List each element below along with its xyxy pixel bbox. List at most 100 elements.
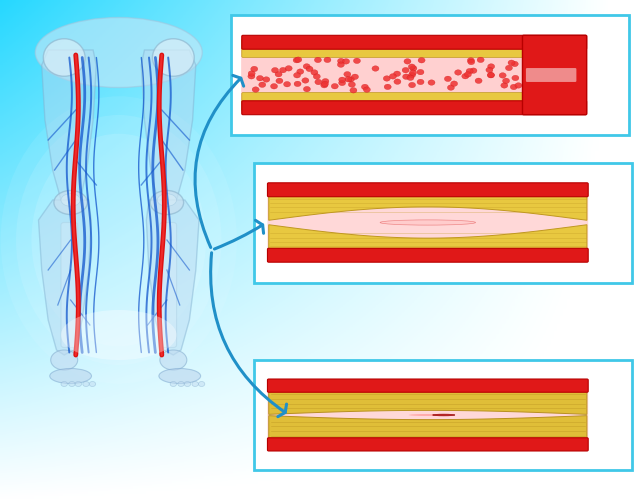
Circle shape [394,79,401,84]
FancyBboxPatch shape [254,360,632,470]
Circle shape [464,72,471,77]
Circle shape [383,76,390,81]
Circle shape [394,71,401,76]
Circle shape [351,74,358,80]
Circle shape [410,66,417,71]
FancyBboxPatch shape [523,36,587,115]
Circle shape [349,82,356,87]
Circle shape [466,68,473,74]
Circle shape [252,87,259,92]
Circle shape [499,72,506,78]
Circle shape [467,58,474,63]
Circle shape [363,87,370,92]
Circle shape [486,67,493,72]
Circle shape [508,60,515,66]
Circle shape [361,84,369,89]
Circle shape [344,72,351,77]
Circle shape [384,84,391,89]
Ellipse shape [1,96,237,384]
FancyBboxPatch shape [160,222,177,348]
Circle shape [311,70,318,75]
Circle shape [297,69,304,74]
FancyBboxPatch shape [242,39,546,58]
Ellipse shape [75,382,82,386]
Circle shape [350,88,357,93]
Circle shape [313,74,320,79]
Circle shape [511,61,518,66]
Polygon shape [141,50,196,200]
Circle shape [408,82,415,88]
Circle shape [462,74,469,79]
Circle shape [315,57,322,62]
FancyBboxPatch shape [242,101,587,114]
Circle shape [270,84,277,89]
Circle shape [428,80,435,86]
Circle shape [322,81,329,86]
Circle shape [417,70,424,75]
Ellipse shape [409,414,447,416]
Circle shape [248,74,255,79]
Circle shape [293,58,300,63]
Ellipse shape [61,310,177,360]
Ellipse shape [178,382,184,386]
Circle shape [276,78,283,84]
Ellipse shape [159,368,200,384]
Circle shape [295,57,302,62]
Circle shape [338,77,345,82]
FancyBboxPatch shape [268,438,588,451]
FancyBboxPatch shape [241,36,587,114]
Ellipse shape [69,382,75,386]
Ellipse shape [157,194,177,206]
Circle shape [324,57,331,62]
Circle shape [408,72,415,78]
Circle shape [512,75,519,80]
Circle shape [263,76,270,82]
Circle shape [417,79,424,84]
Ellipse shape [43,39,85,76]
Ellipse shape [150,190,184,214]
Circle shape [294,81,301,86]
Circle shape [321,82,328,88]
Circle shape [418,58,425,63]
Circle shape [303,64,310,69]
Polygon shape [146,200,199,355]
Circle shape [338,58,345,64]
Ellipse shape [61,382,67,386]
FancyBboxPatch shape [61,222,78,348]
Circle shape [259,82,266,87]
Circle shape [322,78,329,84]
Ellipse shape [433,414,455,416]
Polygon shape [269,416,587,446]
Ellipse shape [160,350,187,370]
Circle shape [248,70,255,76]
Ellipse shape [89,382,96,386]
Circle shape [272,68,279,73]
Circle shape [501,82,508,88]
Circle shape [447,85,455,90]
Circle shape [468,59,475,64]
Circle shape [275,72,282,77]
Polygon shape [269,188,587,220]
FancyBboxPatch shape [268,248,588,262]
FancyBboxPatch shape [268,183,588,196]
Circle shape [515,82,522,88]
Circle shape [345,76,352,82]
Circle shape [293,72,300,78]
Polygon shape [39,200,91,355]
Circle shape [408,64,415,70]
Circle shape [338,80,345,86]
Ellipse shape [152,39,194,76]
Ellipse shape [35,18,202,87]
Circle shape [343,58,350,64]
Circle shape [410,70,417,75]
Circle shape [403,74,410,80]
FancyBboxPatch shape [268,184,588,260]
Circle shape [279,68,286,73]
Ellipse shape [192,382,198,386]
Circle shape [475,78,482,84]
Circle shape [503,78,510,84]
Circle shape [444,76,451,82]
Circle shape [407,75,414,80]
Polygon shape [269,384,587,414]
Ellipse shape [184,382,191,386]
